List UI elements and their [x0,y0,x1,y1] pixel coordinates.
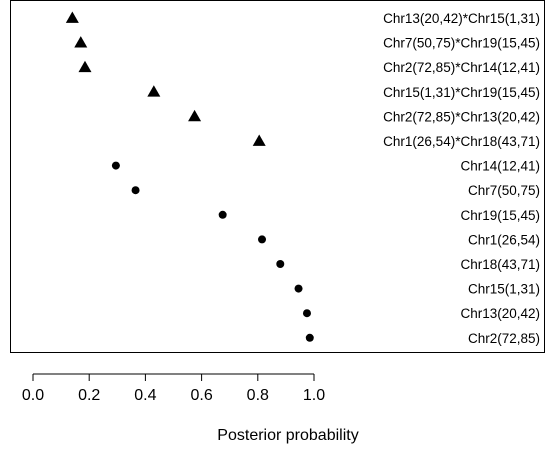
row-label: Chr14(12,41) [460,159,540,174]
row-label: Chr15(1,31)*Chr19(15,45) [383,85,540,100]
row-label: Chr13(20,42)*Chr15(1,31) [383,11,540,26]
circle-marker [111,161,120,170]
row-label: Chr1(26,54)*Chr18(43,71) [383,134,540,149]
row-labels: Chr13(20,42)*Chr15(1,31) Chr7(50,75)*Chr1… [383,11,540,346]
row-label: Chr2(72,85) [468,331,540,346]
row-label: Chr1(26,54) [468,232,540,247]
x-tick-label: 0.2 [78,387,100,404]
plot-frame [10,0,545,353]
circle-marker [305,333,314,342]
data-markers [65,11,314,342]
row-label: Chr15(1,31) [468,282,540,297]
triangle-marker [65,11,79,23]
x-tick-label: 0.4 [134,387,156,404]
row-label: Chr7(50,75)*Chr19(15,45) [383,36,540,51]
x-axis-label: Posterior probability [217,427,358,444]
circle-marker [302,309,311,318]
x-tick-label: 1.0 [303,387,325,404]
circle-marker [218,210,227,219]
row-label: Chr13(20,42) [460,306,540,321]
x-tick-label: 0.8 [247,387,269,404]
row-label: Chr2(72,85)*Chr13(20,42) [383,109,540,124]
x-tick-label: 0.6 [190,387,212,404]
circle-marker [276,260,285,268]
triangle-marker [74,36,88,48]
circle-marker [258,235,267,244]
x-axis: 0.0 0.2 0.4 0.6 0.8 1.0 [22,373,325,404]
triangle-marker [147,85,161,97]
circle-marker [131,186,140,195]
triangle-marker [78,60,92,73]
x-ticks: 0.0 0.2 0.4 0.6 0.8 1.0 [22,374,325,404]
triangle-marker [252,134,266,146]
row-label: Chr7(50,75) [468,183,540,198]
row-label: Chr19(15,45) [460,208,540,223]
circle-marker [294,284,303,293]
row-label: Chr2(72,85)*Chr14(12,41) [383,60,540,75]
triangle-marker [188,109,202,122]
x-tick-label: 0.0 [22,387,44,404]
row-label: Chr18(43,71) [460,257,540,272]
